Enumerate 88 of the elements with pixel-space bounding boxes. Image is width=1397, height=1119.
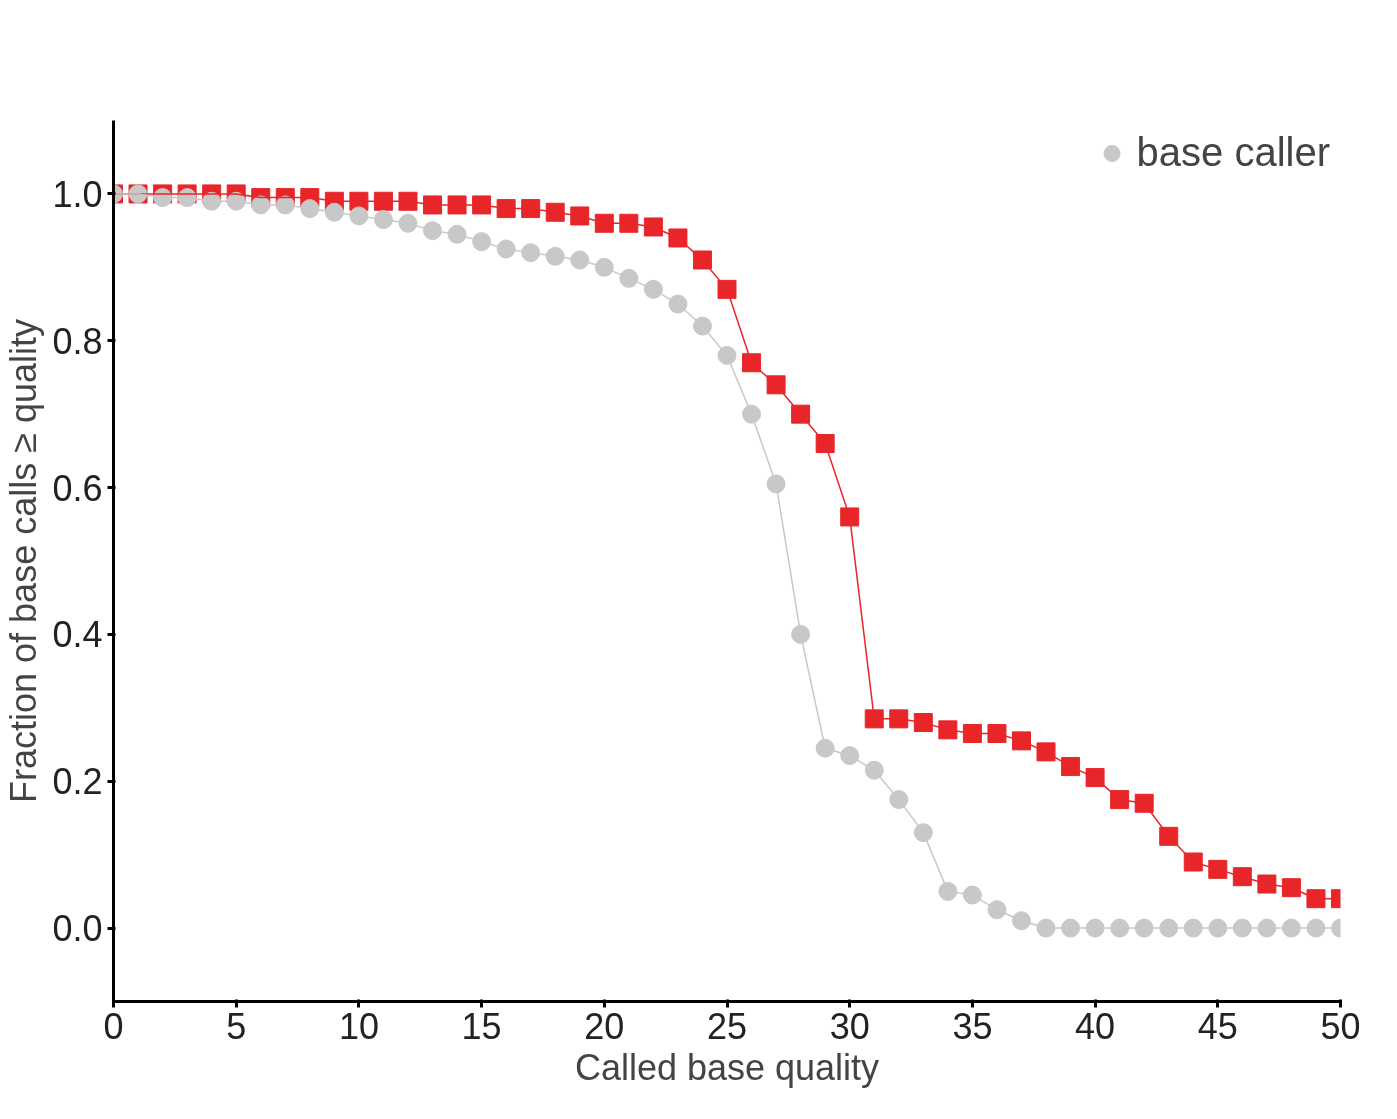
- point: [594, 257, 614, 277]
- point: [717, 345, 737, 365]
- point: [1306, 889, 1326, 909]
- point: [545, 246, 565, 266]
- point: [1061, 757, 1081, 777]
- point: [668, 294, 688, 314]
- point: [1208, 859, 1228, 879]
- point: [496, 239, 516, 259]
- point: [864, 709, 884, 729]
- y-tick-label: 0.8: [52, 320, 103, 362]
- point: [300, 199, 320, 219]
- point: [594, 213, 614, 233]
- point: [962, 885, 982, 905]
- x-tick-label: 20: [584, 1005, 625, 1047]
- point: [521, 199, 541, 219]
- point: [1257, 874, 1277, 894]
- point: [668, 228, 688, 248]
- x-tick-label: 30: [829, 1005, 870, 1047]
- point: [692, 316, 712, 336]
- point: [1110, 790, 1130, 810]
- x-tick-label: 15: [461, 1005, 502, 1047]
- y-axis-title: Fraction of base calls ≥ quality: [3, 319, 45, 803]
- x-tick-label: 0: [103, 1005, 124, 1047]
- x-axis-title: Called base quality: [574, 1046, 880, 1088]
- point: [692, 250, 712, 270]
- point: [717, 279, 737, 299]
- point: [962, 724, 982, 744]
- x-tick-label: 10: [338, 1005, 379, 1047]
- x-tick-label: 50: [1320, 1005, 1361, 1047]
- y-tick-label: 0.4: [52, 614, 103, 656]
- point: [742, 353, 762, 373]
- y-tick-label: 0.2: [52, 761, 103, 803]
- point: [545, 202, 565, 222]
- point: [1036, 742, 1056, 762]
- x-tick-label: 45: [1197, 1005, 1238, 1047]
- point: [1134, 793, 1154, 813]
- x-tick-label: 5: [226, 1005, 247, 1047]
- point: [864, 760, 884, 780]
- point: [1183, 852, 1203, 872]
- point: [1232, 867, 1252, 887]
- point: [766, 375, 786, 395]
- point: [913, 713, 933, 733]
- point: [987, 724, 1007, 744]
- point: [766, 474, 786, 494]
- point: [791, 624, 811, 644]
- point: [815, 434, 835, 454]
- point: [398, 213, 418, 233]
- point: [1011, 731, 1031, 751]
- point: [521, 243, 541, 263]
- x-tick-label: 40: [1075, 1005, 1116, 1047]
- point: [938, 720, 958, 740]
- point: [373, 191, 393, 211]
- point: [913, 823, 933, 843]
- x-tick-label: 25: [706, 1005, 748, 1047]
- y-tick-label: 1.0: [52, 173, 103, 215]
- point: [447, 195, 467, 215]
- point: [643, 217, 663, 237]
- point: [570, 250, 590, 270]
- x-tick-label: 35: [952, 1005, 993, 1047]
- y-tick-label: 0.0: [52, 908, 103, 950]
- point: [791, 404, 811, 424]
- point: [423, 221, 443, 241]
- point: [619, 268, 639, 288]
- point: [472, 195, 492, 215]
- point: [1085, 768, 1105, 788]
- point: [472, 232, 492, 252]
- point: [447, 224, 467, 244]
- point: [423, 195, 443, 215]
- legend-label: base caller: [1136, 130, 1330, 175]
- point: [889, 709, 909, 729]
- point: [938, 881, 958, 901]
- point: [349, 206, 369, 226]
- point: [373, 210, 393, 230]
- point: [889, 790, 909, 810]
- point: [643, 279, 663, 299]
- y-tick-label: 0.6: [52, 467, 103, 509]
- point: [742, 404, 762, 424]
- point: [570, 206, 590, 226]
- point: [840, 507, 860, 527]
- point: [324, 202, 344, 222]
- point: [1011, 911, 1031, 931]
- point: [815, 738, 835, 758]
- point: [619, 213, 639, 233]
- point: [496, 199, 516, 219]
- point: [398, 191, 418, 211]
- point: [987, 900, 1007, 920]
- point: [840, 746, 860, 766]
- point: [1281, 878, 1301, 898]
